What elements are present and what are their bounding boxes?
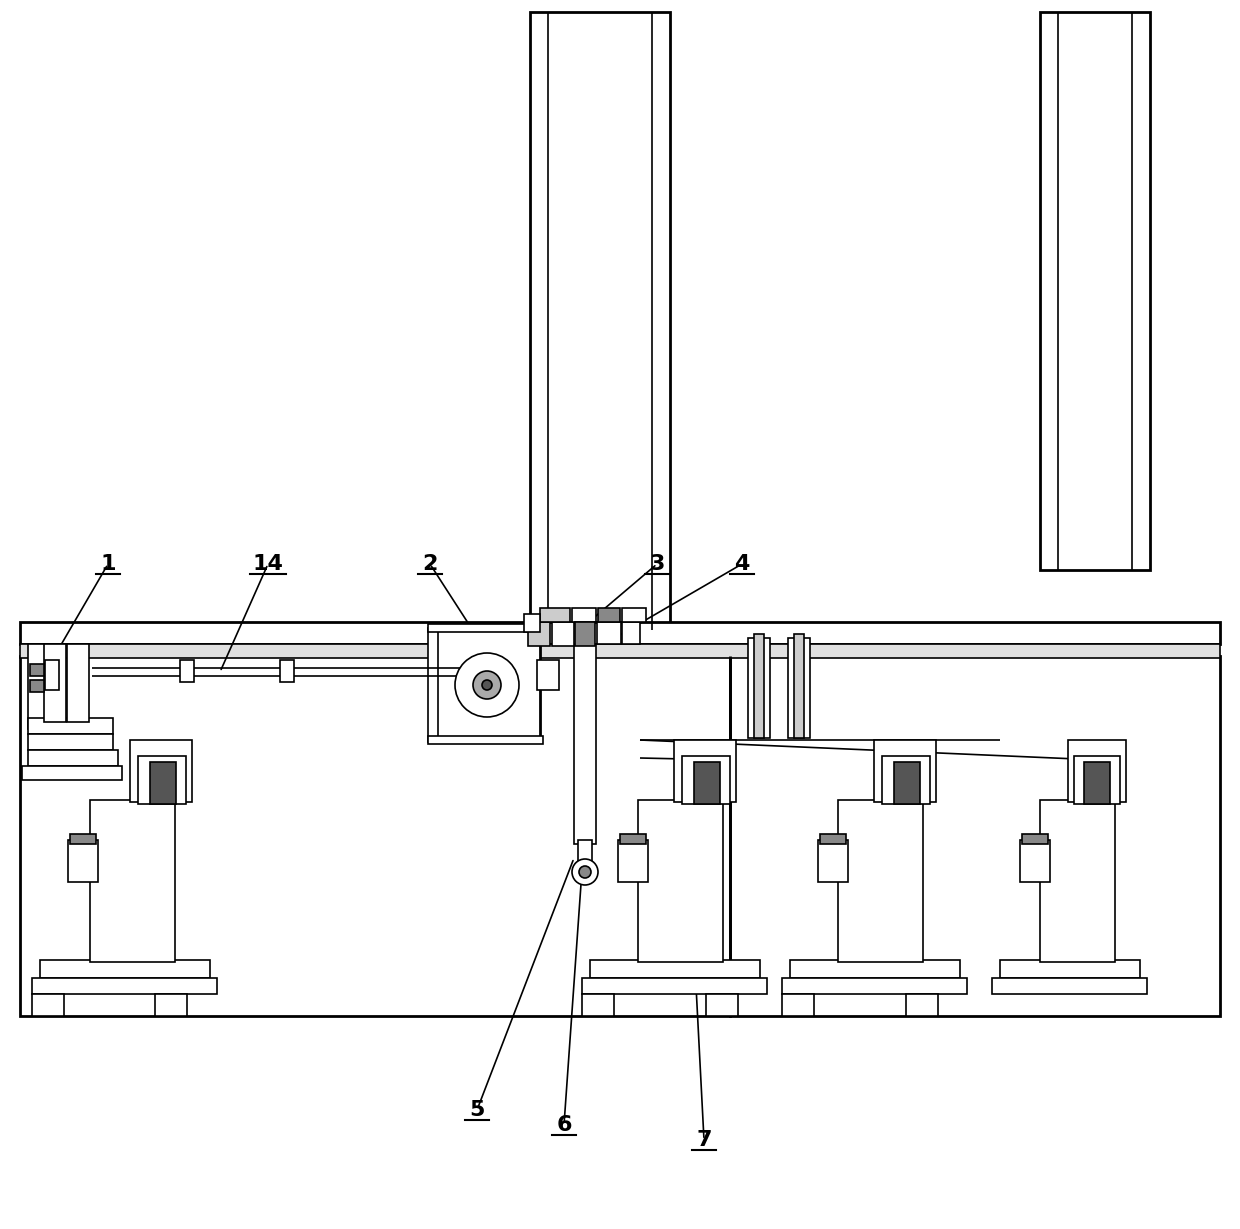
Bar — [539, 608, 570, 622]
Bar — [40, 960, 210, 978]
Bar — [790, 960, 960, 978]
Bar — [572, 608, 596, 622]
Bar — [574, 644, 596, 844]
Text: 5: 5 — [469, 1100, 485, 1120]
Bar — [155, 994, 187, 1016]
Text: 7: 7 — [696, 1129, 712, 1150]
Bar — [29, 644, 56, 729]
Bar — [67, 644, 89, 721]
Bar — [529, 12, 670, 630]
Bar — [782, 978, 967, 994]
Bar — [29, 734, 113, 750]
Bar — [575, 622, 595, 646]
Bar — [730, 656, 1220, 1016]
Bar — [820, 834, 846, 844]
Bar — [29, 750, 118, 766]
Bar — [280, 660, 294, 682]
Text: 3: 3 — [650, 554, 665, 574]
Bar — [525, 614, 539, 632]
Bar — [675, 740, 737, 803]
Bar — [20, 656, 730, 1016]
Bar — [435, 630, 539, 740]
Bar — [22, 766, 122, 780]
Bar — [622, 608, 646, 622]
Bar — [590, 960, 760, 978]
Bar — [1084, 762, 1110, 804]
Bar — [582, 978, 768, 994]
Bar — [838, 800, 923, 962]
Bar — [794, 634, 804, 737]
Bar — [754, 634, 764, 737]
Circle shape — [482, 680, 492, 689]
Circle shape — [572, 859, 598, 885]
Bar — [1022, 834, 1048, 844]
Bar — [91, 800, 175, 962]
Bar — [787, 638, 810, 737]
Bar — [20, 644, 1220, 658]
Bar — [1021, 839, 1050, 882]
Bar — [552, 622, 574, 646]
Bar — [596, 622, 621, 644]
Bar — [894, 762, 920, 804]
Bar — [68, 839, 98, 882]
Bar — [992, 978, 1147, 994]
Bar — [1040, 800, 1115, 962]
Bar — [748, 638, 770, 737]
Text: 1: 1 — [100, 554, 115, 574]
Bar — [32, 978, 217, 994]
Circle shape — [579, 866, 591, 878]
Bar — [30, 680, 43, 692]
Bar — [620, 834, 646, 844]
Bar — [622, 622, 640, 644]
Bar — [537, 660, 559, 689]
Bar — [578, 839, 591, 868]
Bar — [682, 756, 730, 804]
Text: 14: 14 — [253, 554, 284, 574]
Bar — [138, 756, 186, 804]
Circle shape — [472, 671, 501, 699]
Bar — [180, 660, 193, 682]
Bar — [782, 994, 813, 1016]
Bar — [639, 800, 723, 962]
Bar — [999, 960, 1140, 978]
Bar — [20, 622, 1220, 644]
Bar — [69, 834, 95, 844]
Bar — [618, 839, 649, 882]
Bar — [582, 994, 614, 1016]
Bar — [882, 756, 930, 804]
Bar — [1074, 756, 1120, 804]
Bar — [428, 736, 543, 744]
Text: 2: 2 — [423, 554, 438, 574]
Bar — [45, 660, 60, 689]
Bar — [43, 644, 66, 721]
Bar — [32, 994, 64, 1016]
Circle shape — [455, 653, 520, 717]
Bar — [428, 624, 543, 632]
Bar — [29, 718, 113, 734]
Text: 4: 4 — [734, 554, 750, 574]
Bar — [428, 628, 438, 742]
Bar — [874, 740, 936, 803]
Bar — [906, 994, 937, 1016]
Bar — [694, 762, 720, 804]
Bar — [150, 762, 176, 804]
Bar — [706, 994, 738, 1016]
Bar — [598, 608, 620, 622]
Bar — [818, 839, 848, 882]
Bar — [130, 740, 192, 803]
Bar — [1040, 12, 1149, 570]
Bar — [1068, 740, 1126, 803]
Bar — [30, 664, 43, 676]
Bar — [528, 622, 551, 646]
Text: 6: 6 — [557, 1115, 572, 1136]
